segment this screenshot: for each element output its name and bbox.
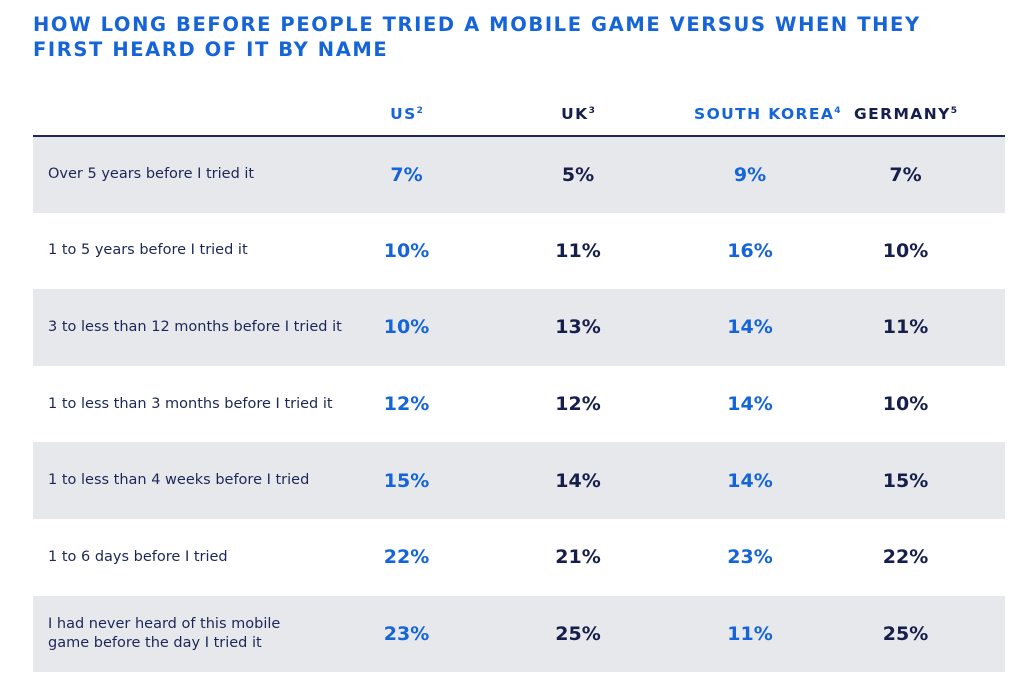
cell-south-korea: 14% (727, 393, 773, 416)
cell-germany: 10% (882, 393, 929, 416)
row-label: Over 5 years before I tried it (48, 166, 255, 183)
cell-germany: 11% (882, 316, 929, 339)
cell-us: 10% (383, 316, 430, 339)
row-label: I had never heard of this mobile game be… (33, 596, 351, 673)
row-label: 3 to less than 12 months before I tried … (48, 318, 342, 335)
cell-south-korea: 23% (727, 546, 773, 569)
cell-south-korea: 9% (733, 163, 767, 186)
header-corner (33, 92, 351, 136)
row-label: 1 to 5 years before I tried it (48, 242, 248, 259)
table-row: 1 to less than 3 months before I tried i… (33, 366, 1005, 443)
header-row: US2 UK3 SOUTH KOREA4 GERMANY5 (33, 92, 1005, 136)
cell-uk: 14% (555, 469, 601, 492)
cell-us: 22% (383, 546, 430, 569)
row-label: 1 to 6 days before I tried (48, 548, 228, 565)
cell-us: 23% (383, 622, 430, 645)
row-label-line-2: game before the day I tried it (48, 634, 262, 651)
cell-us: 7% (390, 163, 423, 186)
cell-uk: 13% (555, 316, 601, 339)
table-row: 1 to 6 days before I tried 22% 21% 23% 2… (33, 519, 1005, 596)
chart-title-line-2: FIRST HEARD OF IT BY NAME (33, 38, 389, 61)
cell-south-korea: 16% (727, 239, 773, 262)
chart-title: HOW LONG BEFORE PEOPLE TRIED A MOBILE GA… (33, 12, 993, 62)
cell-germany: 10% (882, 239, 929, 262)
table-row: 1 to 5 years before I tried it 10% 11% 1… (33, 213, 1005, 290)
cell-germany: 22% (882, 546, 929, 569)
table-row: Over 5 years before I tried it 7% 5% 9% … (33, 136, 1005, 213)
column-header-germany: GERMANY5 (854, 104, 957, 123)
cell-germany: 7% (889, 163, 922, 186)
data-table: US2 UK3 SOUTH KOREA4 GERMANY5 Over 5 yea… (33, 92, 1005, 673)
table-row: 3 to less than 12 months before I tried … (33, 289, 1005, 366)
cell-germany: 25% (882, 622, 929, 645)
cell-uk: 5% (561, 163, 595, 186)
cell-south-korea: 14% (727, 469, 773, 492)
cell-uk: 21% (555, 546, 601, 569)
table-row: I had never heard of this mobile game be… (33, 595, 1005, 673)
cell-south-korea: 11% (727, 622, 773, 645)
cell-uk: 11% (555, 239, 601, 262)
cell-us: 10% (383, 239, 430, 262)
cell-us: 15% (383, 469, 430, 492)
chart-title-line-1: HOW LONG BEFORE PEOPLE TRIED A MOBILE GA… (33, 13, 921, 36)
column-header-south-korea: SOUTH KOREA4 (694, 104, 841, 123)
column-header-uk: UK3 (561, 104, 595, 123)
cell-uk: 12% (555, 393, 601, 416)
cell-south-korea: 14% (727, 316, 773, 339)
cell-germany: 15% (882, 469, 929, 492)
table-row: 1 to less than 4 weeks before I tried 15… (33, 442, 1005, 519)
cell-us: 12% (383, 393, 430, 416)
cell-uk: 25% (555, 622, 601, 645)
row-label: 1 to less than 4 weeks before I tried (48, 472, 310, 489)
column-header-us: US2 (390, 104, 423, 123)
row-label: 1 to less than 3 months before I tried i… (48, 395, 333, 412)
row-label-line-1: I had never heard of this mobile (48, 615, 281, 632)
